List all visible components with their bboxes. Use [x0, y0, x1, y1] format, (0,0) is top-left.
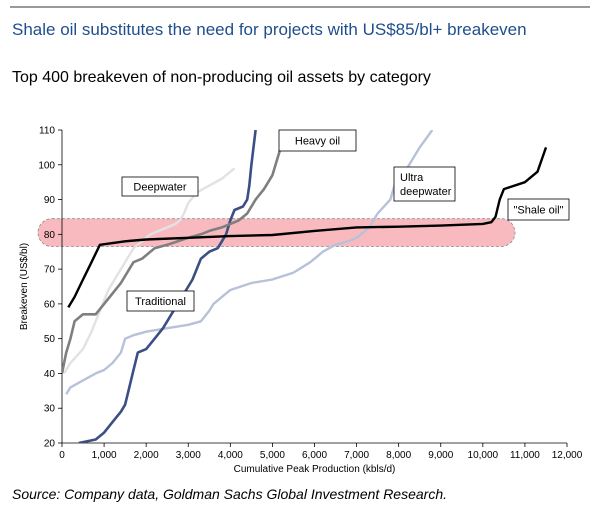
source-note: Source: Company data, Goldman Sachs Glob… — [12, 486, 447, 502]
y-tick-label: 60 — [44, 299, 56, 310]
svg-text:Deepwater: Deepwater — [133, 182, 187, 194]
x-tick-label: 9,000 — [428, 450, 453, 461]
svg-text:deepwater: deepwater — [400, 186, 452, 198]
series-line-shale-oil — [67, 147, 548, 309]
annotation-shale-oil: "Shale oil" — [507, 198, 570, 221]
y-tick-label: 40 — [44, 369, 56, 380]
series-line-traditional — [65, 130, 434, 395]
x-tick-label: 7,000 — [344, 450, 369, 461]
x-axis-title: Cumulative Peak Production (kbls/d) — [234, 464, 396, 475]
x-tick-label: 8,000 — [386, 450, 411, 461]
x-tick-label: 11,000 — [510, 450, 540, 461]
annotation-layer: Heavy oil Deepwater Ultra deepwater "Shale o… — [121, 129, 570, 312]
annotation-ultra-deepwater: Ultra deepwater — [393, 166, 456, 202]
x-tick-label: 1,000 — [92, 450, 117, 461]
x-tick-label: 4,000 — [218, 450, 243, 461]
annotation-heavy-oil: Heavy oil — [278, 129, 357, 152]
y-tick-label: 100 — [38, 160, 55, 171]
y-tick-label: 70 — [44, 265, 56, 276]
svg-text:"Shale oil": "Shale oil" — [513, 205, 563, 217]
chart-subtitle: Top 400 breakeven of non-producing oil a… — [12, 69, 431, 86]
chart-svg: 20 30 40 50 60 70 80 90 100 110 0 1,000 2,000 3,000 4,… — [19, 126, 583, 476]
x-tick-label: 0 — [59, 450, 65, 461]
x-tick-label: 10,000 — [468, 450, 499, 461]
svg-text:Heavy oil: Heavy oil — [295, 136, 340, 148]
chart-title: Shale oil substitutes the need for proje… — [12, 20, 527, 39]
top-rule — [10, 6, 590, 8]
x-tick-label: 3,000 — [176, 450, 201, 461]
y-tick-label: 90 — [44, 195, 56, 206]
x-tick-label: 5,000 — [260, 450, 285, 461]
x-tick-label: 6,000 — [302, 450, 327, 461]
y-tick-label: 80 — [44, 230, 56, 241]
y-axis-title: Breakeven (US$/bl) — [19, 243, 30, 330]
x-tick-label: 2,000 — [134, 450, 159, 461]
y-tick-label: 20 — [44, 439, 56, 450]
y-tick-label: 110 — [39, 126, 55, 137]
series-line-deepwater — [63, 167, 236, 375]
series-line-heavy-oil — [62, 130, 287, 374]
y-tick-label: 50 — [44, 334, 56, 345]
annotation-deepwater: Deepwater — [121, 176, 199, 197]
svg-text:Traditional: Traditional — [135, 296, 186, 308]
annotation-traditional: Traditional — [126, 290, 195, 312]
y-tick-label: 30 — [44, 404, 56, 415]
x-tick-label: 12,000 — [552, 450, 583, 461]
axes: 20 30 40 50 60 70 80 90 100 110 0 1,000 2,000 3,000 4,… — [19, 126, 583, 476]
svg-text:Ultra: Ultra — [400, 172, 424, 184]
